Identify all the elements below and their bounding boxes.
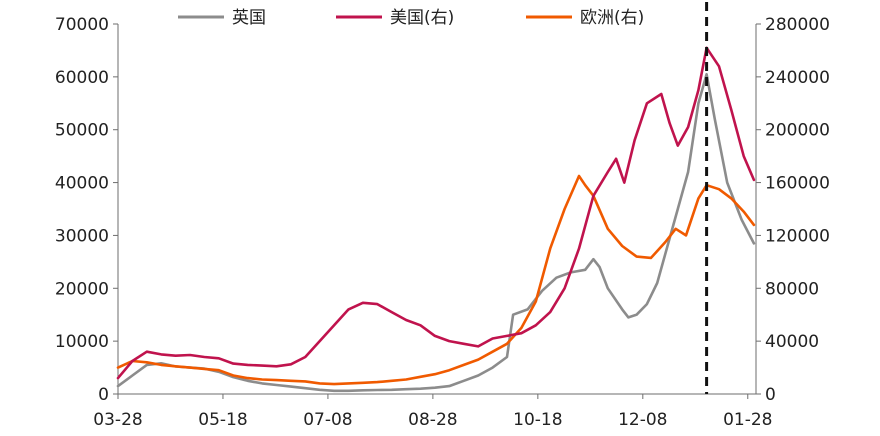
legend: 英国 美国(右) 欧洲(右) [178,8,644,28]
right-tick-label: 40000 [765,332,819,352]
right-tick-label: 120000 [765,226,830,246]
right-tick-label: 240000 [765,68,830,88]
left-tick-label: 0 [98,385,109,405]
x-tick-label: 08-28 [408,410,457,430]
x-tick-label: 10-18 [513,410,562,430]
legend-label: 美国(右) [390,8,454,28]
x-tick-label: 07-08 [303,410,352,430]
left-tick-label: 50000 [55,121,109,141]
series-layer [116,2,756,394]
left-tick-label: 20000 [55,279,109,299]
right-tick-label: 160000 [765,174,830,194]
left-tick-label: 10000 [55,332,109,352]
x-tick-label: 03-28 [93,410,142,430]
series-line [116,174,756,386]
x-tick-label: 01-28 [723,410,772,430]
legend-label: 英国 [232,8,266,28]
series-line [116,72,756,393]
right-tick-label: 280000 [765,15,830,35]
left-tick-label: 30000 [55,226,109,246]
left-tick-label: 60000 [55,68,109,88]
series-line [116,46,756,380]
right-tick-label: 0 [765,385,776,405]
left-tick-label: 70000 [55,15,109,35]
x-tick-label: 05-18 [198,410,247,430]
x-tick-label: 12-08 [618,410,667,430]
axes-layer: 0 10000 20000 30000 40000 50000 60000 70000 0 400… [55,15,830,430]
left-tick-label: 40000 [55,174,109,194]
right-tick-label: 200000 [765,121,830,141]
legend-label: 欧洲(右) [580,8,644,28]
right-tick-label: 80000 [765,279,819,299]
